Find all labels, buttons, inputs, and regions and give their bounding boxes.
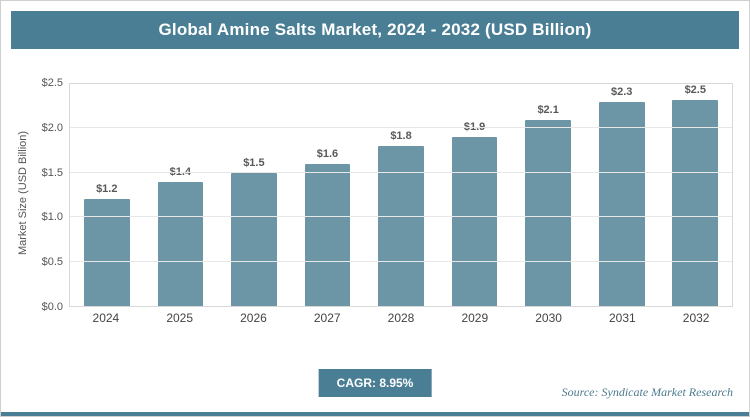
chart-title: Global Amine Salts Market, 2024 - 2032 (… — [158, 20, 592, 39]
bar — [525, 119, 571, 306]
bar-value-label: $2.5 — [684, 84, 706, 96]
x-axis-tick-labels: 2024 2025 2026 2027 2028 2029 2030 2031 2032 — [69, 311, 733, 331]
chart-title-bar: Global Amine Salts Market, 2024 - 2032 (… — [11, 11, 739, 49]
bar-value-label: $1.9 — [463, 121, 486, 134]
x-tick-label: 2032 — [682, 311, 710, 325]
bar-slot: $1.4 — [144, 84, 218, 306]
chart: $1.2 $1.4 $1.5 $1.6 $1.8 $1.9 $2.1 $2.3 $2.5 — [69, 83, 733, 307]
bar-value-label: $1.8 — [390, 130, 412, 143]
y-axis-tick-labels: $0.0 $0.5 $1.0 $1.5 $2.0 $2.5 — [29, 77, 69, 313]
bar-value-label: $2.1 — [537, 103, 559, 116]
bar-slot: $1.6 — [291, 84, 365, 306]
plot-area: $1.2 $1.4 $1.5 $1.6 $1.8 $1.9 $2.1 $2.3 $2.5 — [69, 83, 733, 307]
bar-slot: $1.8 — [364, 84, 438, 306]
bar-value-label: $1.4 — [169, 165, 192, 178]
bar — [157, 181, 204, 306]
cagr-badge: CAGR: 8.95% — [318, 369, 432, 397]
x-tick-label: 2027 — [313, 311, 341, 325]
y-tick-label: $2.5 — [41, 77, 63, 89]
x-tick-label: 2025 — [166, 311, 194, 325]
x-tick-label: 2029 — [461, 311, 489, 325]
y-axis-title: Market Size (USD Billion) — [17, 130, 29, 256]
bar — [378, 146, 424, 306]
bar-value-label: $1.6 — [316, 147, 339, 160]
bar-slot: $1.5 — [217, 84, 291, 306]
gridline — [70, 171, 732, 173]
x-tick-label: 2030 — [535, 311, 562, 325]
gridline — [70, 216, 732, 218]
bottom-accent-rule — [1, 412, 749, 416]
bar-slot: $2.1 — [511, 84, 585, 306]
x-tick-label: 2026 — [240, 311, 267, 325]
bar-slot: $1.2 — [70, 84, 144, 306]
bar-slot: $2.3 — [585, 84, 659, 306]
bars-row: $1.2 $1.4 $1.5 $1.6 $1.8 $1.9 $2.1 $2.3 $2.5 — [70, 84, 732, 306]
bar — [598, 101, 645, 306]
bar — [83, 199, 130, 306]
source-text: Source: Syndicate Market Research — [561, 385, 733, 399]
bar — [672, 100, 719, 306]
y-tick-label: $2.0 — [41, 121, 63, 134]
x-tick-label: 2031 — [609, 311, 636, 325]
y-tick-label: $1.5 — [41, 166, 63, 179]
bar-value-label: $1.2 — [96, 183, 118, 196]
bar-slot: $1.9 — [438, 84, 512, 306]
bar — [304, 163, 351, 306]
x-tick-label: 2028 — [387, 311, 415, 325]
bar — [451, 137, 498, 306]
bar-slot: $2.5 — [659, 84, 733, 306]
gridline — [70, 260, 732, 262]
bar — [231, 172, 277, 306]
bar-value-label: $1.5 — [243, 156, 265, 169]
gridline — [70, 127, 732, 129]
bar-value-label: $2.3 — [611, 85, 633, 98]
x-tick-label: 2024 — [92, 311, 120, 325]
y-tick-label: $0.5 — [41, 256, 63, 269]
y-tick-label: $0.0 — [41, 301, 63, 313]
y-tick-label: $1.0 — [41, 211, 63, 224]
